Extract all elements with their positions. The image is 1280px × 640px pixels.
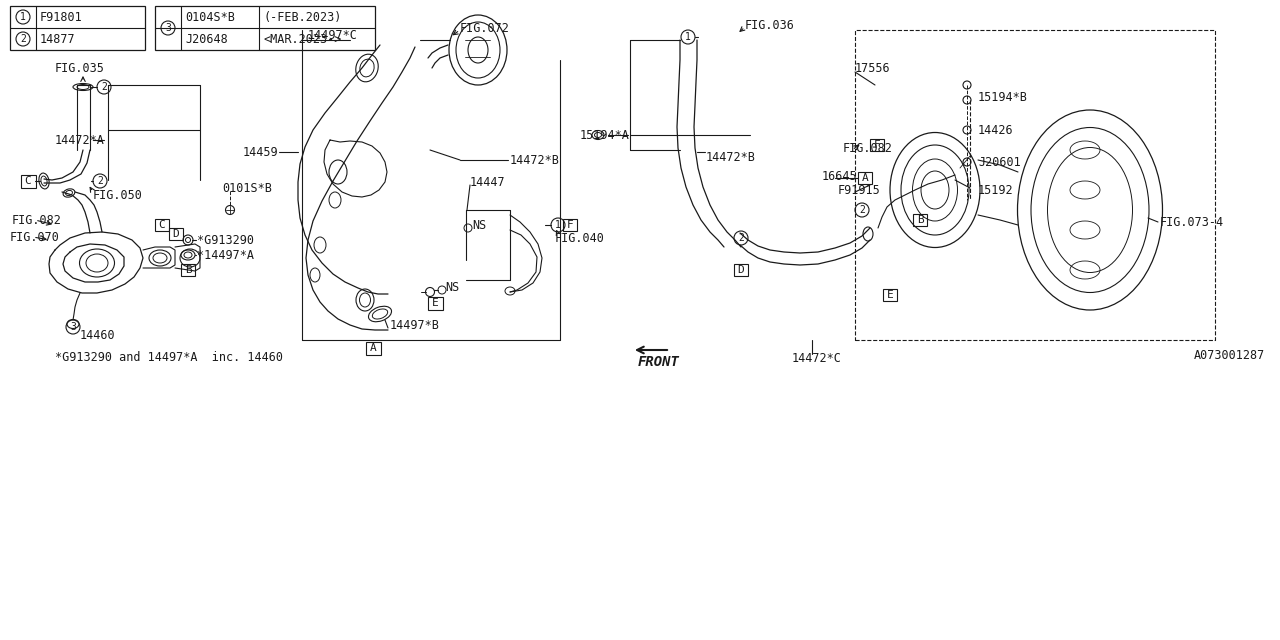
Text: NS: NS [472, 218, 486, 232]
Text: 15194*A: 15194*A [580, 129, 630, 141]
Bar [169, 228, 183, 240]
Text: D: D [173, 229, 179, 239]
Bar [858, 172, 872, 184]
Text: 16645: 16645 [822, 170, 858, 182]
Text: 14472*B: 14472*B [707, 150, 756, 163]
Text: *14497*A: *14497*A [197, 248, 253, 262]
Text: F91801: F91801 [40, 10, 83, 24]
Text: 15194*B: 15194*B [978, 90, 1028, 104]
Text: B: B [184, 265, 192, 275]
Bar [10, 6, 145, 50]
Bar [870, 139, 884, 151]
Text: <MAR.2023->: <MAR.2023-> [262, 33, 342, 45]
Text: 14472*C: 14472*C [792, 351, 842, 365]
Text: 0101S*B: 0101S*B [221, 182, 271, 195]
Bar [366, 342, 380, 355]
Text: 15192: 15192 [978, 184, 1014, 196]
Bar [155, 219, 169, 231]
Text: 2: 2 [20, 34, 26, 44]
Text: F91915: F91915 [838, 184, 881, 196]
Text: 0104S*B: 0104S*B [186, 10, 234, 24]
Bar [855, 30, 1215, 340]
Text: C: C [159, 220, 165, 230]
Text: FRONT: FRONT [637, 355, 680, 369]
Text: FIG.035: FIG.035 [55, 61, 105, 74]
Text: (-FEB.2023): (-FEB.2023) [262, 10, 342, 24]
Text: C: C [24, 176, 32, 186]
Text: A: A [370, 343, 376, 353]
Text: 2: 2 [739, 233, 744, 243]
Text: J20648: J20648 [186, 33, 228, 45]
Text: 2: 2 [97, 176, 102, 186]
Text: FIG.036: FIG.036 [745, 19, 795, 31]
Text: 14877: 14877 [40, 33, 76, 45]
Text: 14460: 14460 [79, 328, 115, 342]
Text: FIG.082: FIG.082 [844, 141, 893, 154]
Text: A: A [861, 173, 868, 183]
Bar [428, 296, 443, 310]
Text: 3: 3 [165, 23, 172, 33]
Text: J20601: J20601 [978, 156, 1020, 168]
Bar [155, 6, 375, 50]
Text: 2: 2 [101, 82, 108, 92]
Text: A073001287: A073001287 [1194, 349, 1265, 362]
Text: 14497*C: 14497*C [308, 29, 358, 42]
Text: 1: 1 [556, 220, 561, 230]
Text: FIG.040: FIG.040 [556, 232, 605, 244]
Bar [20, 175, 36, 188]
Text: FIG.072: FIG.072 [460, 22, 509, 35]
Text: 3: 3 [70, 322, 76, 332]
Bar [180, 264, 195, 276]
Text: 14459: 14459 [242, 145, 278, 159]
Text: 14447: 14447 [470, 175, 506, 189]
Text: FIG.050: FIG.050 [93, 189, 143, 202]
Text: D: D [737, 265, 745, 275]
Text: F: F [567, 220, 573, 230]
Text: FIG.073-4: FIG.073-4 [1160, 216, 1224, 228]
Text: 2: 2 [859, 205, 865, 215]
Bar [913, 214, 927, 226]
Text: 14472*B: 14472*B [509, 154, 559, 166]
Text: E: E [431, 298, 438, 308]
Text: *G913290: *G913290 [197, 234, 253, 246]
Text: 1: 1 [20, 12, 26, 22]
Text: FIG.082: FIG.082 [12, 214, 61, 227]
Text: 14497*B: 14497*B [390, 319, 440, 332]
Bar [733, 264, 748, 276]
Text: B: B [916, 215, 923, 225]
Text: 17556: 17556 [855, 61, 891, 74]
Text: E: E [887, 290, 893, 300]
Text: 1: 1 [685, 32, 691, 42]
Text: F: F [874, 140, 881, 150]
Text: FIG.070: FIG.070 [10, 230, 60, 243]
Bar [563, 219, 577, 231]
Bar [883, 289, 897, 301]
Text: 14472*A: 14472*A [55, 134, 105, 147]
Text: *G913290 and 14497*A  inc. 14460: *G913290 and 14497*A inc. 14460 [55, 351, 283, 364]
Text: 14426: 14426 [978, 124, 1014, 136]
Text: NS: NS [445, 280, 460, 294]
